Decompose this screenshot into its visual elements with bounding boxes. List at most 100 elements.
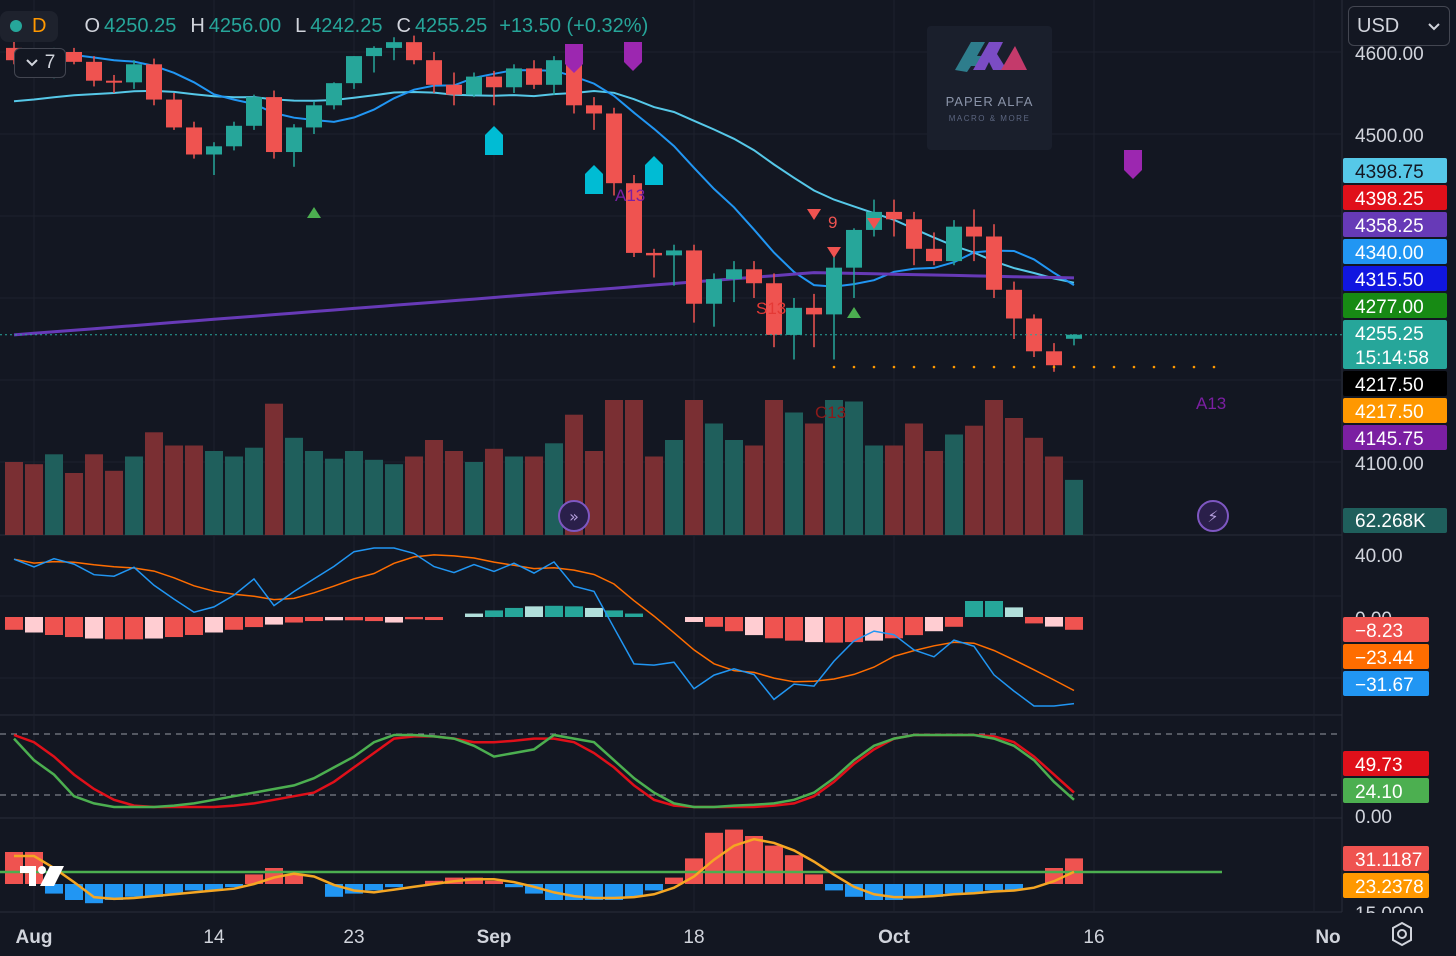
candle-body (626, 183, 642, 253)
tradingview-logo[interactable] (18, 862, 68, 898)
buy-pin-marker (645, 156, 663, 185)
volume-bar (385, 464, 403, 535)
stoch-d-line (13, 733, 1075, 809)
volume-bar (405, 456, 423, 535)
osc-histogram-bar (485, 880, 503, 884)
volume-bar (925, 451, 943, 535)
osc-histogram-bar (805, 874, 823, 884)
volume-bar (485, 448, 503, 535)
symbol-pill[interactable]: D (0, 10, 59, 42)
osc-histogram-bar (585, 884, 603, 900)
candle-body (406, 42, 422, 61)
macd-histogram-bar (1005, 607, 1023, 617)
candlestick-series (0, 35, 1342, 372)
macd-histogram-bar (185, 617, 203, 635)
osc-histogram-bar (65, 884, 83, 900)
td-count-label: 9 (828, 213, 837, 232)
osc-histogram-bar (965, 884, 983, 894)
volume-bar (425, 440, 443, 535)
volume-bar (225, 456, 243, 535)
candle-body (726, 269, 742, 280)
macd-histogram-bar (845, 617, 863, 643)
candle-body (126, 64, 142, 83)
osc-histogram-bar (465, 877, 483, 884)
support-dot (1012, 365, 1016, 369)
candle-body (346, 56, 362, 84)
volume-bar (625, 400, 643, 535)
annotation-c13: C13 (815, 403, 846, 422)
price-badge (1343, 158, 1447, 183)
macd-histogram-bar (865, 617, 883, 641)
candle-body (546, 60, 562, 85)
macd-histogram-bar (165, 617, 183, 638)
candle-body (426, 60, 442, 85)
volume-badge-label: 62.268K (1355, 511, 1426, 532)
candle-body (266, 97, 282, 153)
signal-markers: 9 S13 A13 C13 A13 » ⚡ (307, 42, 1229, 532)
macd-histogram-bar (105, 617, 123, 640)
candle-body (1026, 318, 1042, 352)
osc-signal-line (14, 837, 1075, 901)
low-label: L (295, 14, 307, 37)
support-dot (972, 365, 976, 369)
pane-badge (1343, 644, 1429, 669)
macd-histogram-bar (405, 617, 423, 620)
time-tick-label: 18 (683, 927, 704, 948)
macd-histogram-bar (385, 617, 403, 623)
price-badge (1343, 185, 1447, 210)
volume-bar (865, 445, 883, 535)
time-tick-label: Sep (477, 927, 512, 948)
macd-histogram-bar (285, 617, 303, 623)
macd-histogram-bar (985, 601, 1003, 617)
volume-bar (905, 423, 923, 535)
indicators-collapse-button[interactable]: 7 (14, 48, 66, 78)
macd-histogram-bar (525, 606, 543, 617)
pane-badge-label: −8.23 (1355, 621, 1403, 642)
high-value: 4256.00 (208, 14, 282, 37)
annotation-a13: A13 (615, 186, 645, 205)
osc-histogram-bar (165, 884, 183, 894)
pane-badge (1343, 778, 1429, 803)
osc-histogram-bar (505, 884, 523, 888)
settings-gear-icon[interactable] (1388, 920, 1416, 948)
volume-bar (785, 412, 803, 535)
sell-triangle-marker (827, 247, 841, 258)
support-dot (872, 365, 876, 369)
macd-histogram-bar (225, 617, 243, 630)
macd-histogram-bar (905, 617, 923, 636)
time-tick-label: Aug (16, 927, 53, 948)
osc-histogram-bar (425, 880, 443, 884)
osc-histogram-bar (765, 845, 783, 884)
macd-histogram-bar (125, 617, 143, 640)
volume-bar (1005, 418, 1023, 535)
candle-body (606, 113, 622, 184)
pane-badge-label: 23.2378 (1355, 877, 1424, 898)
macd-histogram-bar (545, 605, 563, 617)
time-tick-label: No (1315, 927, 1340, 948)
candle-body (906, 219, 922, 249)
macd-histogram-bar (145, 617, 163, 639)
candle-body (966, 226, 982, 237)
volume-bar (285, 437, 303, 535)
osc-histogram-bar (225, 884, 243, 888)
high-label: H (190, 14, 205, 37)
macd-histogram-bar (345, 617, 363, 621)
price-badge (1343, 320, 1447, 369)
candle-body (286, 127, 302, 153)
currency-select[interactable]: USD (1348, 6, 1450, 46)
chevron-down-icon (1427, 15, 1441, 38)
chevron-down-icon (25, 52, 39, 74)
time-tick-label: 16 (1083, 927, 1104, 948)
osc-histogram-bar (665, 877, 683, 884)
candle-body (106, 80, 122, 83)
osc-histogram-bar (985, 884, 1003, 891)
osc-histogram-bar (205, 884, 223, 891)
ohlc-legend: D O 4250.25 H 4256.00 L 4242.25 C 4255.25 +1… (0, 8, 648, 44)
osc-histogram-bar (125, 884, 143, 897)
volume-bar (645, 456, 663, 535)
osc-histogram-bar (645, 884, 663, 891)
time-tick-label: 14 (203, 927, 225, 948)
candle-body (586, 105, 602, 114)
macd-histogram-bar (5, 617, 23, 630)
